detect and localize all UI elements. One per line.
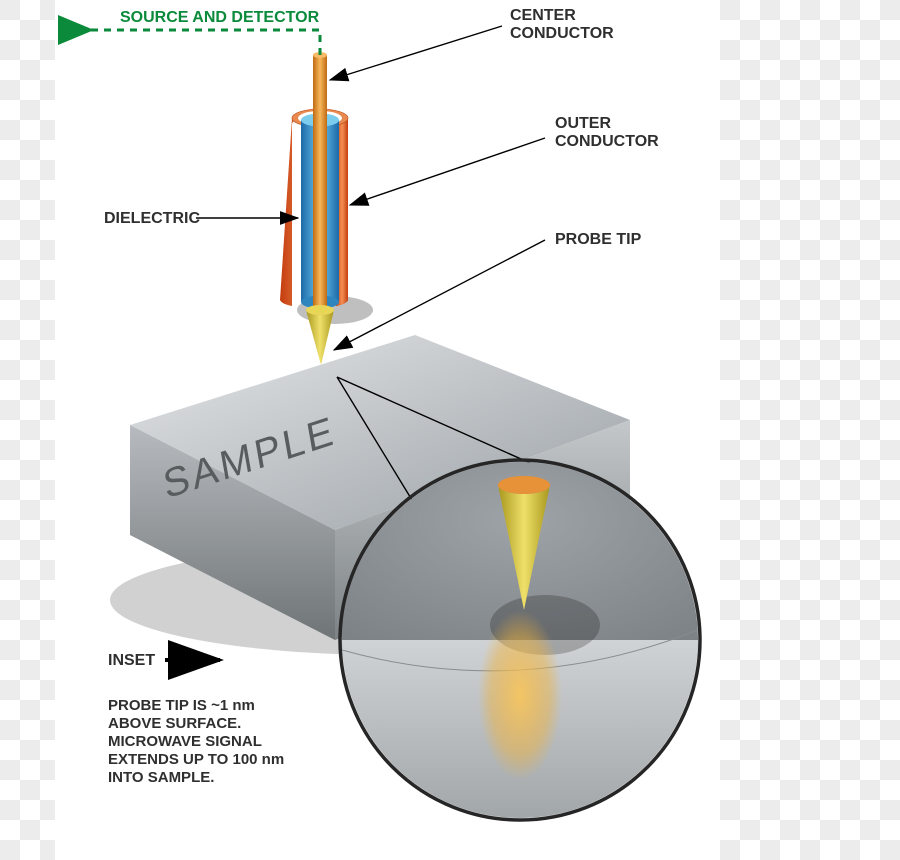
inset-text-4: EXTENDS UP TO 100 nm	[108, 751, 284, 768]
center-conductor-label-1: CENTER	[510, 7, 576, 24]
center-conductor-label-2: CONDUCTOR	[510, 25, 614, 42]
dielectric-label: DIELECTRIC	[104, 210, 200, 227]
diagram-canvas: SAMPLE SOURCE A	[0, 0, 900, 860]
outer-conductor-label-1: OUTER	[555, 115, 611, 132]
outer-conductor-label-2: CONDUCTOR	[555, 133, 659, 150]
source-detector-label: SOURCE AND DETECTOR	[120, 9, 320, 26]
inset-label: INSET	[108, 652, 155, 669]
inset-text-1: PROBE TIP IS ~1 nm	[108, 697, 255, 714]
inset-text-3: MICROWAVE SIGNAL	[108, 733, 262, 750]
inset-text-2: ABOVE SURFACE.	[108, 715, 241, 732]
inset-text-5: INTO SAMPLE.	[108, 769, 214, 786]
center-conductor	[313, 52, 327, 313]
probe-tip-label: PROBE TIP	[555, 231, 642, 248]
